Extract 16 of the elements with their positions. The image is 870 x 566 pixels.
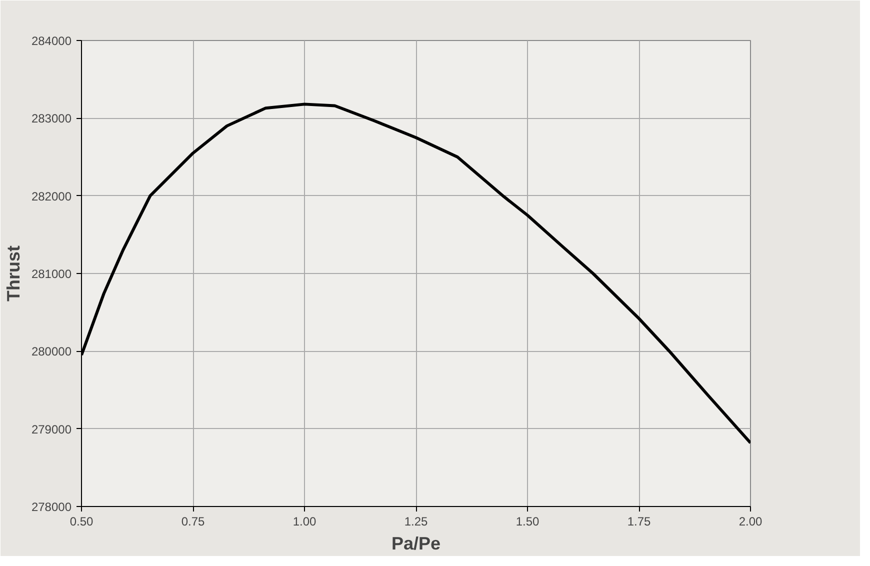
y-axis-title: Thrust <box>3 245 24 302</box>
x-tick-label: 1.25 <box>404 514 428 528</box>
x-tick-label: 1.00 <box>292 514 317 528</box>
y-tick-label: 278000 <box>31 500 72 514</box>
y-tick-label: 281000 <box>31 267 72 281</box>
x-tick-label: 0.50 <box>70 514 94 528</box>
x-tick-label: 0.75 <box>181 514 206 528</box>
x-tick-label: 2.00 <box>738 514 763 528</box>
x-axis-title: Pa/Pe <box>391 534 441 554</box>
y-tick-label: 284000 <box>31 34 72 48</box>
y-tick-label: 279000 <box>31 422 72 436</box>
y-tick-label: 282000 <box>31 189 72 204</box>
y-tick-label: 283000 <box>31 112 72 126</box>
x-tick-label: 1.50 <box>516 514 540 528</box>
y-tick-label: 280000 <box>31 344 72 359</box>
x-tick-label: 1.75 <box>627 514 652 528</box>
